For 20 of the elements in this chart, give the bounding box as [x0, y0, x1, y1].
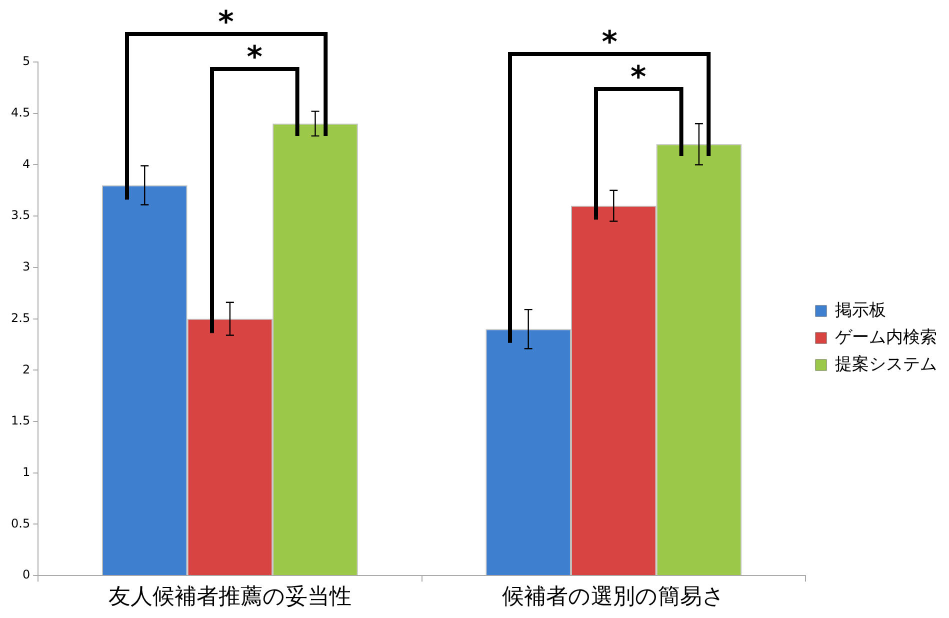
y-tick-label: 4 [22, 156, 30, 171]
annotation: * [246, 40, 264, 75]
legend-label: 提案システム [835, 354, 937, 374]
y-tick-label: 4.5 [10, 105, 30, 120]
annotation: * [629, 60, 648, 96]
y-tick-label: 5 [22, 54, 30, 68]
y-tick-label: 1 [22, 465, 30, 480]
y-tick-label: 3.5 [10, 208, 30, 222]
y-tick-label: 2.5 [10, 310, 30, 325]
x-tick-label: 候補者の選別の簡易さ [502, 584, 726, 610]
y-tick-label: 0 [22, 568, 30, 582]
text: * [600, 25, 618, 60]
legend-label: 掲示板 [835, 300, 886, 320]
y-tick-label: 3 [22, 260, 30, 274]
y-tick-label: 2 [22, 362, 30, 376]
text: * [217, 4, 235, 40]
y-tick-label: 0.5 [10, 516, 30, 530]
x-tick-label: 友人候補者推薦の妥当性 [108, 584, 352, 610]
legend-label: ゲーム内検索 [835, 327, 937, 348]
y-tick-label: 1.5 [10, 414, 30, 428]
